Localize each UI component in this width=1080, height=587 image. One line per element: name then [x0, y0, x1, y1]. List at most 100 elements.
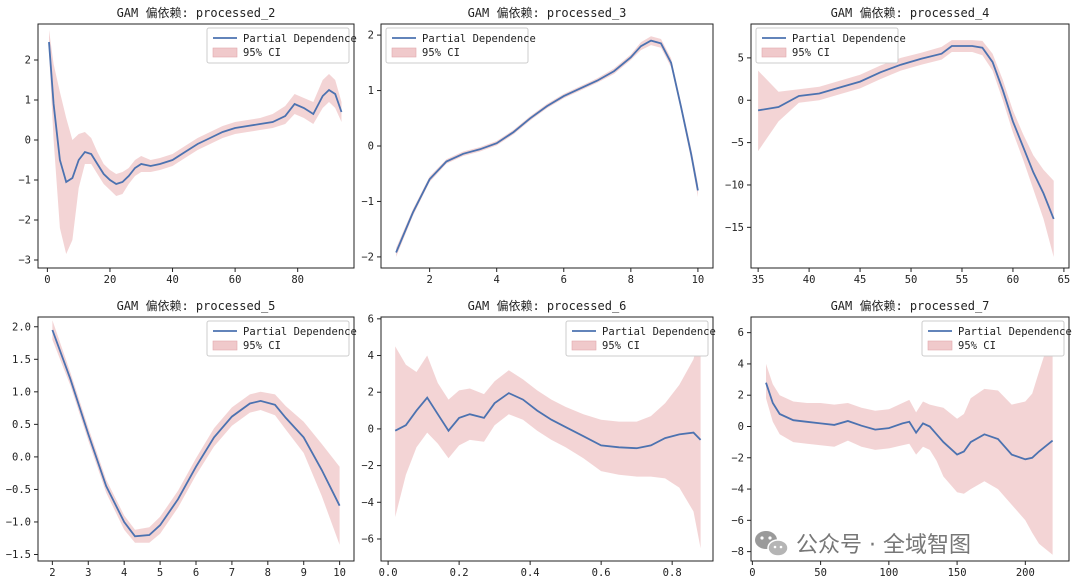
x-tick-label: 20	[104, 274, 117, 286]
subplot-5: 0.0 0.2 0.4 0.6 0.8 −6 −4 −2 0 2 4 6 GAM 偏依赖: proces…	[361, 298, 715, 579]
y-tick-label: −3	[18, 255, 31, 267]
legend: Partial Dependence 95% CI	[755, 27, 906, 64]
legend-label-pd: Partial Dependence	[792, 33, 906, 45]
legend-label-ci: 95% CI	[243, 47, 281, 59]
y-tick-label: 1	[25, 95, 31, 107]
y-tick-label: −10	[725, 179, 744, 191]
legend-ci-swatch	[571, 340, 597, 351]
legend-ci-swatch	[761, 47, 787, 58]
subplot-6: 0 50 100 150 200 −8 −6 −4 −2 0 2 4 6 GAM 偏依赖: process…	[731, 298, 1071, 579]
y-tick-label: −15	[725, 222, 744, 234]
legend: Partial Dependence 95% CI	[921, 320, 1072, 357]
y-tick-label: −1	[361, 196, 374, 208]
y-tick-label: 2	[25, 55, 31, 67]
x-tick-label: 35	[752, 274, 765, 286]
ci-band	[49, 30, 342, 254]
y-tick-label: 0	[368, 141, 374, 153]
x-tick-label: 0.0	[379, 567, 398, 579]
x-tick-label: 65	[1058, 274, 1071, 286]
x-tick-label: 0.8	[663, 567, 682, 579]
x-tick-label: 40	[803, 274, 816, 286]
legend-label-ci: 95% CI	[792, 47, 830, 59]
legend-label-pd: Partial Dependence	[422, 33, 536, 45]
y-tick-label: 2	[738, 390, 744, 402]
y-tick-label: 6	[738, 327, 744, 339]
subplot-2: 2 4 6 8 10 −2 −1 0 1 2 GAM 偏依赖: processed_3 Partial…	[361, 5, 714, 286]
ci-band	[395, 328, 701, 549]
x-tick-label: 6	[561, 274, 567, 286]
x-tick-label: 100	[879, 567, 898, 579]
y-tick-label: 1.0	[12, 386, 31, 398]
x-tick-label: 7	[229, 567, 235, 579]
legend-label-pd: Partial Dependence	[243, 33, 357, 45]
x-tick-label: 55	[956, 274, 969, 286]
ci-band	[758, 40, 1054, 257]
y-tick-label: −1	[18, 175, 31, 187]
x-tick-label: 0.6	[592, 567, 611, 579]
y-tick-label: 2	[368, 30, 374, 42]
y-tick-label: −8	[731, 546, 744, 558]
x-tick-label: 4	[494, 274, 500, 286]
subplot-title: GAM 偏依赖: processed_5	[117, 298, 276, 313]
x-tick-label: 3	[85, 567, 91, 579]
axes-frame	[37, 23, 355, 269]
legend: Partial Dependence 95% CI	[565, 320, 716, 357]
partial-dependence-line	[395, 39, 699, 253]
ci-band	[396, 36, 698, 257]
x-tick-label: 60	[1007, 274, 1020, 286]
legend: Partial Dependence 95% CI	[385, 27, 536, 64]
legend-label-pd: Partial Dependence	[243, 326, 357, 338]
y-tick-label: −2	[361, 460, 374, 472]
partial-dependence-line	[394, 392, 702, 450]
y-tick-label: 5	[738, 52, 744, 64]
x-tick-label: 10	[333, 567, 346, 579]
y-tick-label: 0	[25, 135, 31, 147]
x-tick-label: 150	[948, 567, 967, 579]
y-tick-label: 0.0	[12, 451, 31, 463]
subplot-title: GAM 偏依赖: processed_3	[468, 5, 627, 20]
ci-band	[766, 329, 1053, 555]
x-tick-label: 8	[265, 567, 271, 579]
y-tick-label: −2	[731, 452, 744, 464]
partial-dependence-line	[48, 41, 343, 185]
x-tick-label: 0	[749, 567, 755, 579]
legend-ci-swatch	[391, 47, 417, 58]
legend: Partial Dependence 95% CI	[206, 320, 357, 357]
x-tick-label: 80	[291, 274, 304, 286]
y-tick-label: −4	[731, 484, 744, 496]
x-tick-label: 5	[157, 567, 163, 579]
subplot-title: GAM 偏依赖: processed_2	[117, 5, 276, 20]
x-tick-label: 0	[44, 274, 50, 286]
subplot-4: 2 3 4 5 6 7 8 9 10 −1.5 −1.0 −0.5 0.0 0.5 1.0 1.5 2.0 GAM…	[6, 298, 357, 579]
y-tick-label: 2.0	[12, 321, 31, 333]
y-tick-label: 2	[368, 387, 374, 399]
x-tick-label: 50	[814, 567, 827, 579]
y-tick-label: 0.5	[12, 419, 31, 431]
x-tick-label: 40	[166, 274, 179, 286]
partial-dependence-line	[51, 329, 341, 538]
y-tick-label: 1.5	[12, 354, 31, 366]
y-tick-label: −2	[18, 215, 31, 227]
legend-ci-swatch	[927, 340, 953, 351]
y-tick-label: 0	[738, 421, 744, 433]
y-tick-label: −6	[361, 533, 374, 545]
x-tick-label: 45	[854, 274, 867, 286]
y-tick-label: −1.5	[6, 549, 31, 561]
x-tick-label: 0.4	[521, 567, 540, 579]
legend-label-pd: Partial Dependence	[602, 326, 716, 338]
watermark: 公众号 · 全域智图	[755, 531, 971, 558]
partial-dependence-line	[765, 382, 1054, 461]
y-tick-label: 4	[738, 358, 744, 370]
x-tick-label: 9	[301, 567, 307, 579]
y-tick-label: 6	[368, 313, 374, 325]
y-tick-label: −4	[361, 497, 374, 509]
x-tick-label: 0.2	[450, 567, 469, 579]
subplot-title: GAM 偏依赖: processed_6	[468, 298, 627, 313]
y-tick-label: 0	[368, 423, 374, 435]
subplot-title: GAM 偏依赖: processed_7	[831, 298, 990, 313]
x-tick-label: 60	[229, 274, 242, 286]
x-tick-label: 2	[49, 567, 55, 579]
legend-ci-swatch	[212, 47, 238, 58]
y-tick-label: −6	[731, 515, 744, 527]
